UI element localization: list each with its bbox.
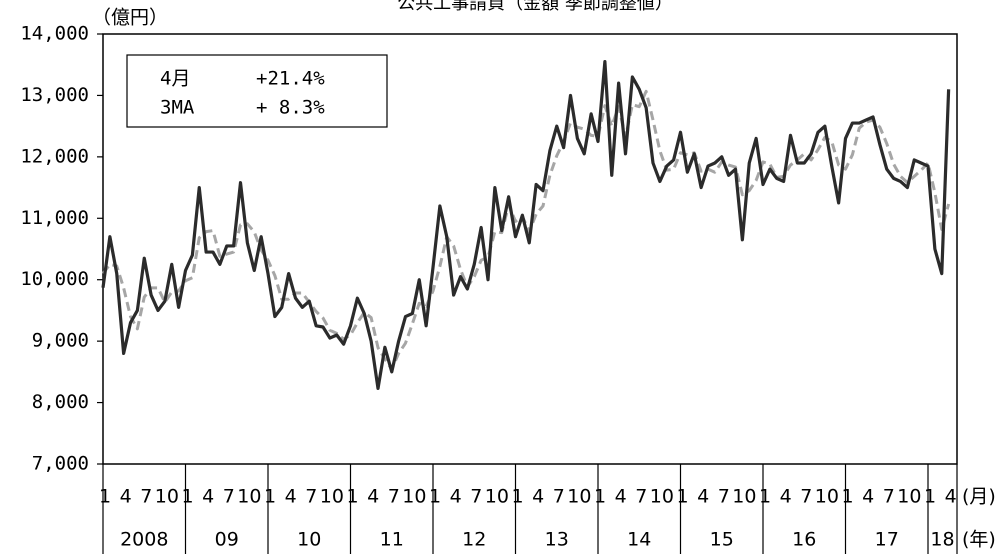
x-tick-label: 4 xyxy=(367,486,379,508)
y-tick-label: 10,000 xyxy=(20,268,89,290)
x-tick-label: 1 xyxy=(181,486,193,508)
x-tick-label: 10 xyxy=(650,486,674,508)
year-label: 12 xyxy=(462,529,486,551)
annotation-label: 4月 xyxy=(160,68,190,90)
x-tick-label: 7 xyxy=(718,486,730,508)
x-tick-label: 4 xyxy=(862,486,874,508)
x-tick-label: 4 xyxy=(697,486,709,508)
x-tick-label: 4 xyxy=(202,486,214,508)
y-tick-label: 11,000 xyxy=(20,207,89,229)
x-tick-label: 4 xyxy=(945,486,957,508)
annotation-box xyxy=(126,54,388,128)
y-axis-label: （億円） xyxy=(92,7,168,29)
x-tick-label: 4 xyxy=(615,486,627,508)
year-label: 13 xyxy=(545,529,569,551)
year-label: 11 xyxy=(380,529,404,551)
y-tick-label: 9,000 xyxy=(32,330,89,352)
y-tick-label: 13,000 xyxy=(20,84,89,106)
x-tick-label: 10 xyxy=(567,486,591,508)
year-label: 15 xyxy=(710,529,734,551)
x-tick-label: 4 xyxy=(532,486,544,508)
x-tick-label: 7 xyxy=(553,486,565,508)
y-tick-label: 14,000 xyxy=(20,23,89,45)
x-tick-label: 7 xyxy=(388,486,400,508)
plot-frame xyxy=(102,33,958,465)
year-label: 10 xyxy=(297,529,321,551)
year-label: 17 xyxy=(875,529,899,551)
x-tick-label: 4 xyxy=(120,486,132,508)
x-tick-label: 7 xyxy=(635,486,647,508)
x-tick-label: 10 xyxy=(815,486,839,508)
y-tick-label: 8,000 xyxy=(32,391,89,413)
x-tick-label: 10 xyxy=(237,486,261,508)
y-tick-label: 12,000 xyxy=(20,145,89,167)
x-tick-label: 4 xyxy=(450,486,462,508)
x-unit-label: (月) xyxy=(962,486,996,508)
year-unit-label: (年) xyxy=(962,529,996,551)
x-tick-label: 1 xyxy=(759,486,771,508)
series-line xyxy=(101,60,951,391)
x-tick-label: 4 xyxy=(780,486,792,508)
annotation-label: 3MA xyxy=(160,97,195,119)
x-tick-label: 7 xyxy=(800,486,812,508)
chart-title: 公共工事請負（金額 季節調整値） xyxy=(397,0,673,14)
x-tick-label: 1 xyxy=(429,486,441,508)
x-tick-label: 10 xyxy=(485,486,509,508)
year-label: 16 xyxy=(792,529,816,551)
annotation-value: +21.4% xyxy=(256,68,325,90)
x-tick-label: 1 xyxy=(924,486,936,508)
x-tick-label: 4 xyxy=(285,486,297,508)
x-tick-label: 7 xyxy=(305,486,317,508)
x-tick-label: 7 xyxy=(223,486,235,508)
x-tick-label: 10 xyxy=(155,486,179,508)
x-tick-label: 10 xyxy=(402,486,426,508)
x-tick-label: 10 xyxy=(320,486,344,508)
year-label: 09 xyxy=(215,529,239,551)
x-tick-label: 1 xyxy=(511,486,523,508)
x-tick-label: 7 xyxy=(140,486,152,508)
x-tick-label: 1 xyxy=(676,486,688,508)
x-tick-label: 7 xyxy=(470,486,482,508)
x-tick-label: 7 xyxy=(883,486,895,508)
x-tick-label: 10 xyxy=(732,486,756,508)
x-tick-label: 1 xyxy=(841,486,853,508)
year-label: 18 xyxy=(930,529,954,551)
year-label: 14 xyxy=(627,529,651,551)
x-tick-label: 1 xyxy=(264,486,276,508)
y-tick-label: 7,000 xyxy=(32,453,89,475)
year-label: 2008 xyxy=(120,529,168,551)
annotation-value: + 8.3% xyxy=(256,97,325,119)
x-tick-label: 1 xyxy=(346,486,358,508)
x-tick-label: 10 xyxy=(897,486,921,508)
x-tick-label: 1 xyxy=(99,486,111,508)
x-tick-label: 1 xyxy=(594,486,606,508)
